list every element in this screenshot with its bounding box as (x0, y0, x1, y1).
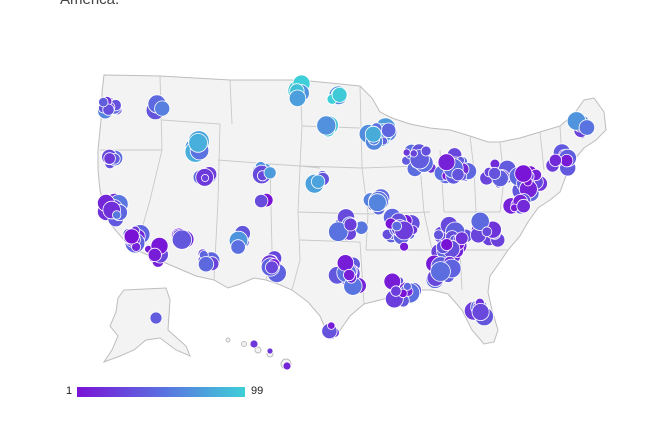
map-bubble (282, 361, 292, 371)
map-bubble (440, 238, 454, 252)
map-bubble (188, 133, 208, 153)
map-bubble (111, 210, 122, 220)
map-bubble (470, 211, 490, 231)
map-bubble (343, 268, 356, 282)
map-bubble (254, 193, 269, 209)
map-bubble (197, 256, 215, 273)
map-bubble (147, 247, 162, 262)
map-bubble (263, 166, 277, 180)
map-bubble (336, 254, 355, 272)
map-bubble (402, 148, 411, 157)
map-bubble (327, 321, 336, 330)
map-bubble (343, 217, 358, 232)
map-bubble (103, 152, 116, 165)
map-bubble (420, 145, 432, 157)
data-points (97, 74, 596, 371)
legend-max-label: 99 (251, 385, 264, 397)
map-bubble (433, 229, 444, 241)
map-bubble (399, 241, 410, 252)
map-bubble (154, 100, 171, 117)
color-legend: 1 99 (60, 384, 280, 400)
map-bubble (560, 154, 574, 168)
us-mainland-shape (97, 74, 607, 345)
map-bubble (328, 221, 349, 242)
map-bubble (367, 193, 387, 213)
map-bubble (451, 168, 465, 182)
map-bubble (471, 302, 490, 321)
map-bubble (310, 174, 326, 189)
alaska-shape (102, 287, 191, 364)
map-bubble (437, 153, 456, 172)
map-bubble (514, 164, 533, 183)
map-bubble (516, 198, 531, 214)
map-bubble (98, 96, 109, 108)
map-bubble (201, 173, 210, 182)
map-bubble (488, 166, 502, 180)
map-bubble (454, 231, 469, 246)
map-bubble (481, 226, 493, 238)
map-bubble (364, 125, 382, 143)
map-bubble (391, 220, 403, 232)
map-bubble (402, 281, 412, 291)
map-bubble (123, 228, 140, 245)
legend-gradient-bar (77, 387, 245, 397)
map-caption: America. (60, 0, 119, 8)
map-bubble (249, 339, 259, 349)
map-bubble (288, 89, 307, 108)
map-bubble (331, 87, 348, 103)
map-bubble (102, 103, 115, 116)
map-bubble (171, 229, 192, 250)
map-bubble (548, 153, 563, 167)
map-bubble (578, 119, 596, 136)
map-bubble (380, 122, 397, 139)
legend-min-label: 1 (66, 385, 73, 397)
map-bubble (316, 115, 337, 136)
map-bubble (230, 239, 246, 255)
hawaii-shapes (225, 337, 292, 370)
map-bubble (266, 347, 274, 355)
map-bubble (409, 149, 418, 158)
map-bubble (149, 311, 163, 325)
map-bubble (390, 285, 402, 297)
map-bubble (430, 261, 451, 282)
map-bubble (264, 260, 279, 275)
